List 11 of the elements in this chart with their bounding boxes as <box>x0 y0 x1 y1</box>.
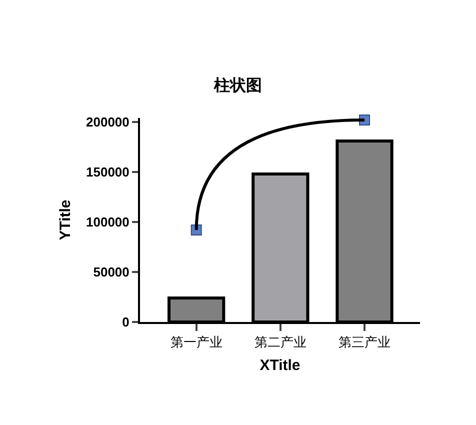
x-tick-label: 第一产业 <box>170 336 222 351</box>
x-tick-label: 第三产业 <box>338 336 390 351</box>
x-tick-label: 第二产业 <box>254 336 306 351</box>
x-axis-title: XTitle <box>260 357 300 374</box>
y-tick-label: 150000 <box>86 164 130 180</box>
y-tick-label: 100000 <box>86 214 130 230</box>
chart-title: 柱状图 <box>213 76 262 95</box>
y-axis-title: YTitle <box>56 200 74 240</box>
y-tick-label: 0 <box>122 314 130 330</box>
y-tick-label: 200000 <box>86 114 130 130</box>
y-tick-label: 50000 <box>93 264 130 280</box>
